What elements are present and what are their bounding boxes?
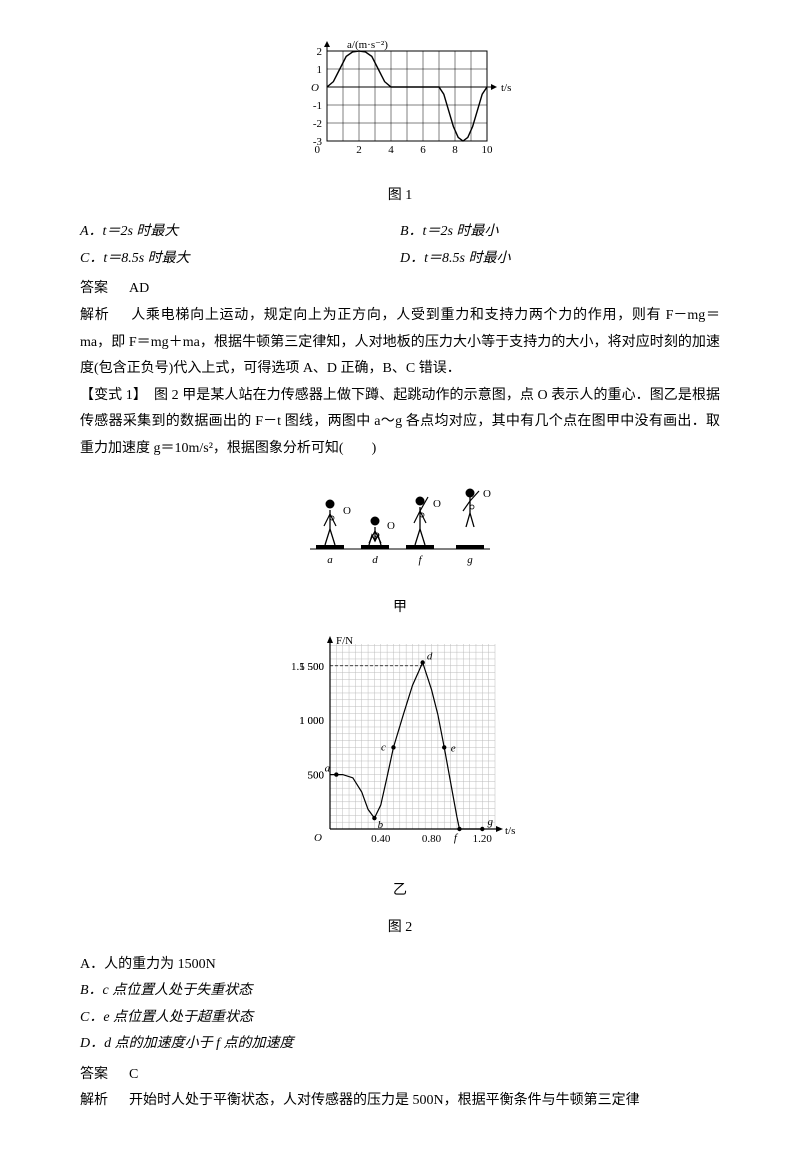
- svg-text:f: f: [418, 554, 423, 566]
- fig2a-svg: O O O Oa d f g: [295, 469, 505, 579]
- q1-opt-d: D．t＝8.5s 时最小: [400, 251, 510, 266]
- svg-text:1.20: 1.20: [473, 833, 493, 845]
- svg-text:1 000: 1 000: [299, 715, 324, 727]
- explain-label: 解析: [80, 308, 109, 323]
- svg-text:8: 8: [452, 144, 458, 156]
- svg-text:b: b: [378, 819, 384, 831]
- figure-2a-caption: 甲: [80, 595, 720, 622]
- variant-tag: 【变式 1】: [80, 388, 147, 403]
- svg-text:500: 500: [308, 769, 325, 781]
- svg-text:a: a: [325, 762, 331, 774]
- explain-label-2: 解析: [80, 1093, 108, 1108]
- svg-text:6: 6: [420, 144, 426, 156]
- svg-text:O: O: [387, 520, 395, 532]
- svg-text:1 500: 1 500: [299, 660, 324, 672]
- q1-answer-line: 答案 AD: [80, 276, 720, 303]
- svg-text:1: 1: [317, 64, 323, 76]
- q2-answer-line: 答案 C: [80, 1062, 720, 1089]
- svg-text:a/(m·s⁻²): a/(m·s⁻²): [347, 39, 388, 51]
- variant-stem: 【变式 1】图 2 甲是某人站在力传感器上做下蹲、起跳动作的示意图，点 O 表示…: [80, 383, 720, 463]
- svg-text:0.80: 0.80: [422, 833, 442, 845]
- svg-text:O: O: [433, 498, 441, 510]
- svg-text:-2: -2: [313, 118, 322, 130]
- figure-2-caption: 图 2: [80, 915, 720, 942]
- svg-text:d: d: [427, 650, 433, 662]
- figure-2a: O O O Oa d f g: [80, 469, 720, 590]
- figure-2b: abcdefg0.400.801.205001 0001.5 5005001 0…: [80, 632, 720, 873]
- svg-text:4: 4: [388, 144, 394, 156]
- svg-text:f: f: [454, 832, 459, 844]
- q2-opt-d: D．d 点的加速度小于 f 点的加速度: [80, 1036, 294, 1051]
- q2-options: A．人的重力为 1500N B．c 点位置人处于失重状态 C．e 点位置人处于超…: [80, 952, 720, 1058]
- svg-text:O: O: [314, 832, 322, 844]
- q1-opt-c: C．t＝8.5s 时最大: [80, 251, 190, 266]
- q2-explain-text: 开始时人处于平衡状态，人对传感器的压力是 500N，根据平衡条件与牛顿第三定律: [129, 1093, 640, 1108]
- q1-opt-b: B．t＝2s 时最小: [400, 224, 498, 239]
- svg-text:2: 2: [356, 144, 362, 156]
- figure-1: 2468100-3-2-112Oa/(m·s⁻²)t/s: [80, 36, 720, 177]
- q1-opt-a: A．t＝2s 时最大: [80, 224, 178, 239]
- svg-text:O: O: [343, 505, 351, 517]
- q1-explain: 解析人乘电梯向上运动，规定向上为正方向，人受到重力和支持力两个力的作用，则有 F…: [80, 303, 720, 383]
- q2-explain: 解析 开始时人处于平衡状态，人对传感器的压力是 500N，根据平衡条件与牛顿第三定…: [80, 1088, 720, 1115]
- q2-opt-a: A．人的重力为 1500N: [80, 952, 720, 979]
- svg-text:-3: -3: [313, 136, 323, 148]
- svg-text:2: 2: [317, 46, 323, 58]
- svg-text:t/s: t/s: [505, 825, 515, 837]
- fig2b-svg: abcdefg0.400.801.205001 0001.5 5005001 0…: [280, 632, 520, 862]
- svg-text:F/N: F/N: [336, 635, 353, 647]
- figure-1-caption: 图 1: [80, 183, 720, 210]
- answer-label-2: 答案: [80, 1067, 108, 1082]
- svg-text:O: O: [311, 82, 319, 94]
- svg-text:g: g: [467, 554, 473, 566]
- q1-explain-text: 人乘电梯向上运动，规定向上为正方向，人受到重力和支持力两个力的作用，则有 F－m…: [80, 308, 720, 376]
- svg-text:0.40: 0.40: [371, 833, 391, 845]
- svg-text:t/s: t/s: [501, 82, 511, 94]
- fig1-svg: 2468100-3-2-112Oa/(m·s⁻²)t/s: [285, 36, 515, 166]
- svg-text:O: O: [483, 488, 491, 500]
- svg-text:d: d: [372, 554, 378, 566]
- svg-text:e: e: [451, 742, 456, 754]
- q2-answer: C: [129, 1067, 138, 1082]
- q1-answer: AD: [129, 281, 149, 296]
- answer-label: 答案: [80, 281, 108, 296]
- figure-2b-subcaption: 乙: [80, 878, 720, 905]
- svg-text:-1: -1: [313, 100, 322, 112]
- svg-text:10: 10: [482, 144, 494, 156]
- q2-opt-c: C．e 点位置人处于超重状态: [80, 1010, 253, 1025]
- variant-text: 图 2 甲是某人站在力传感器上做下蹲、起跳动作的示意图，点 O 表示人的重心．图…: [80, 388, 720, 456]
- q2-opt-b: B．c 点位置人处于失重状态: [80, 983, 252, 998]
- svg-text:c: c: [381, 741, 386, 753]
- svg-text:a: a: [327, 554, 333, 566]
- q1-options: A．t＝2s 时最大 B．t＝2s 时最小 C．t＝8.5s 时最大 D．t＝8…: [80, 219, 720, 272]
- svg-text:g: g: [488, 816, 494, 828]
